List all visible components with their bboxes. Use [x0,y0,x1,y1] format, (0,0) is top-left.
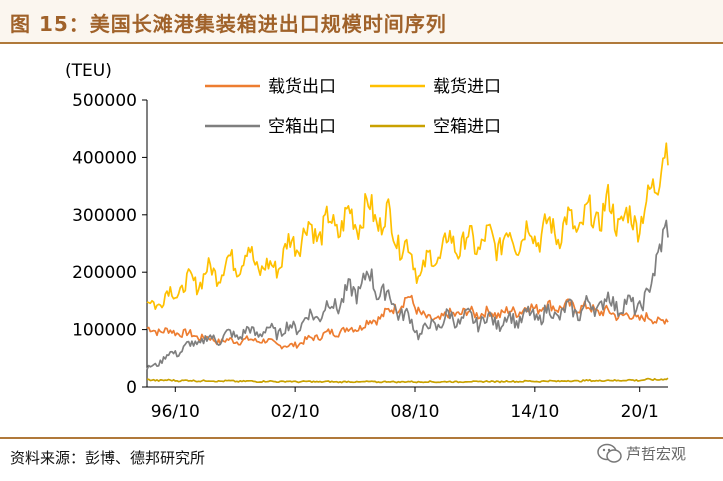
x-tick-label: 96/10 [151,402,200,422]
y-unit-label: (TEU) [65,61,112,81]
wechat-icon [597,443,622,463]
x-tick-label: 20/1 [621,402,659,422]
figure-title: 图 15：美国长滩港集装箱进出口规模时间序列 [10,12,447,36]
watermark-label: 芦哲宏观 [626,445,687,463]
footer-divider [0,437,723,439]
x-tick-label: 08/10 [390,402,439,422]
legend-label: 空箱进口 [433,117,501,137]
legend-label: 载货出口 [268,77,336,97]
legend-label: 空箱出口 [268,117,336,137]
x-tick-label: 14/10 [510,402,559,422]
series-line-3 [146,219,669,370]
header-bar: 图 15：美国长滩港集装箱进出口规模时间序列 [0,0,723,44]
source-note: 资料来源：彭博、德邦研究所 [10,449,206,467]
legend-label: 载货进口 [433,77,501,97]
y-tick-label: 0 [126,378,137,398]
y-tick-label: 100000 [72,321,137,341]
series-line-2 [146,142,669,310]
series-line-4 [146,377,669,384]
y-tick-label: 500000 [72,91,137,111]
y-tick-label: 400000 [72,148,137,168]
series-line-1 [146,294,669,350]
y-tick-label: 300000 [72,206,137,226]
watermark: 芦哲宏观 [596,440,716,466]
y-tick-label: 200000 [72,263,137,283]
line-chart: (TEU) 500000 400000 300000 200000 100000 0 96/1… [65,61,669,422]
x-tick-label: 02/10 [271,402,320,422]
